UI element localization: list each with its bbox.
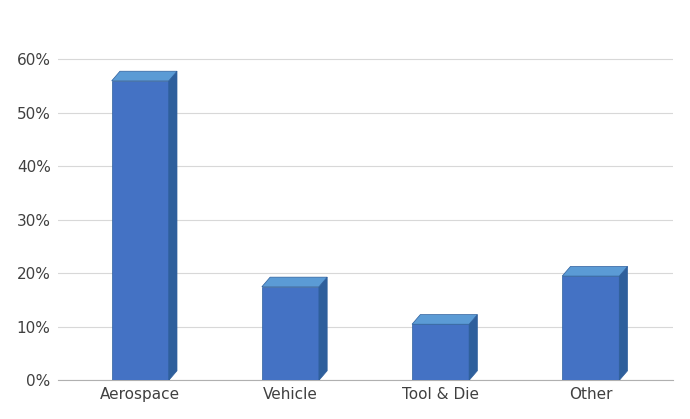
- Polygon shape: [319, 277, 327, 380]
- Polygon shape: [619, 266, 627, 380]
- Polygon shape: [112, 71, 177, 81]
- Polygon shape: [412, 315, 477, 324]
- Polygon shape: [412, 324, 469, 380]
- Polygon shape: [262, 287, 319, 380]
- Polygon shape: [169, 71, 177, 380]
- Polygon shape: [112, 81, 169, 380]
- Polygon shape: [262, 277, 327, 287]
- Polygon shape: [562, 276, 619, 380]
- Polygon shape: [562, 266, 627, 276]
- Polygon shape: [469, 315, 477, 380]
